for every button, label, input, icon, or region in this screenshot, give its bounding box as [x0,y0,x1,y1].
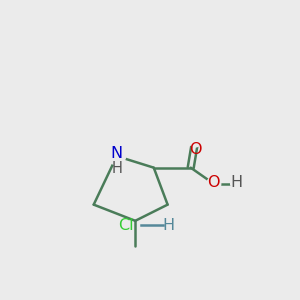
Text: H: H [163,218,175,233]
Text: N: N [111,146,123,161]
Text: O: O [189,142,202,157]
Circle shape [108,147,126,165]
Circle shape [207,177,221,191]
Circle shape [188,133,202,147]
Circle shape [231,179,241,189]
Text: H: H [231,176,243,190]
Text: Cl: Cl [118,218,134,233]
Text: H: H [112,160,123,175]
Text: O: O [208,176,220,190]
